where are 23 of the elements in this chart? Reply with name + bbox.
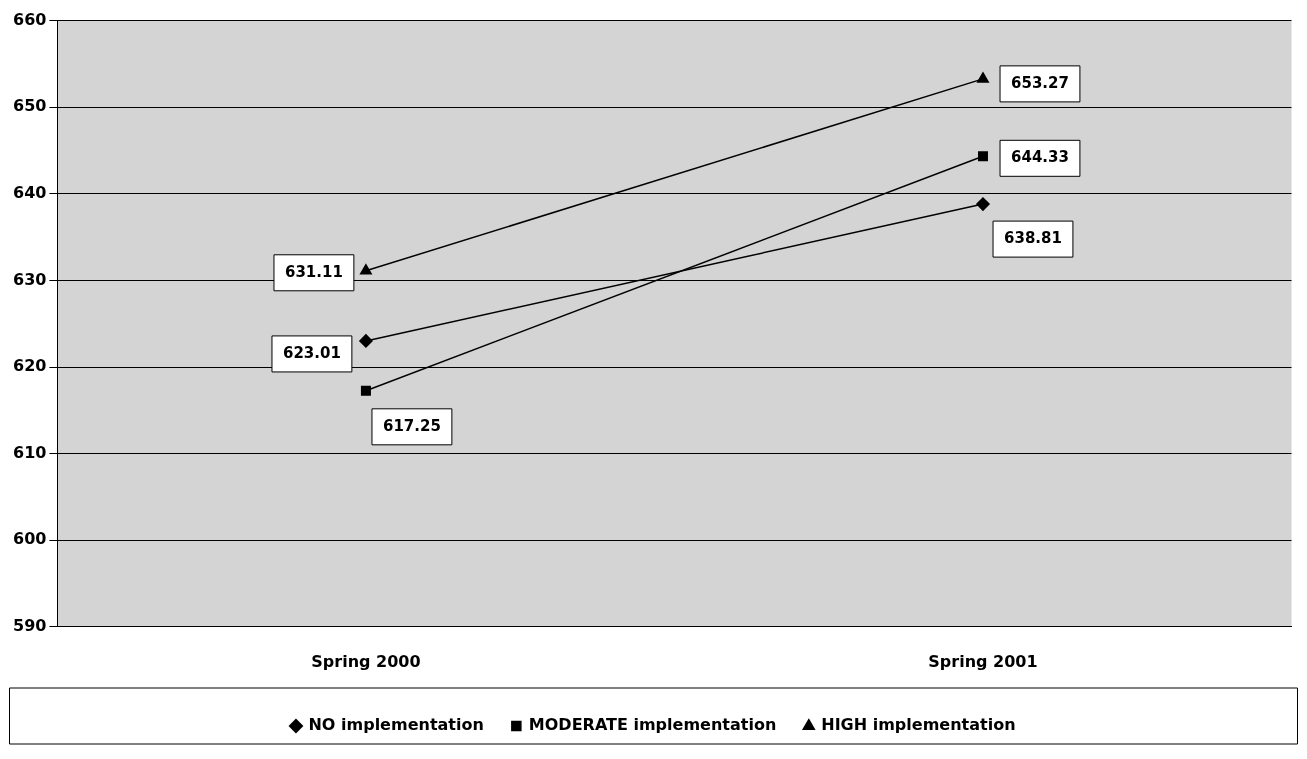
y-tick-label: 630 (12, 269, 47, 289)
y-tick-label: 620 (12, 356, 47, 376)
y-tick-label: 640 (12, 182, 47, 202)
y-tick-label: 590 (12, 615, 47, 635)
data-label: 631.11 (284, 262, 343, 281)
point (359, 334, 373, 348)
point (360, 385, 371, 396)
legend-label: NO implementation (308, 715, 484, 735)
y-tick-label: 660 (12, 9, 47, 29)
data-label: 653.27 (1011, 73, 1069, 92)
data-label: 623.01 (282, 343, 341, 362)
point (976, 197, 990, 211)
x-tick-label: Spring 2000 (311, 651, 421, 671)
point (977, 151, 988, 162)
data-label: 638.81 (1004, 229, 1062, 247)
data-label: 617.25 (382, 416, 441, 435)
y-tick-label: 650 (12, 96, 47, 116)
y-tick-label: 610 (12, 442, 47, 462)
legend-label: HIGH implementation (821, 715, 1016, 735)
legend-label: MODERATE implementation (528, 715, 777, 735)
y-tick-label: 600 (12, 529, 47, 549)
x-tick-label: Spring 2001 (928, 651, 1038, 671)
data-label: 644.33 (1011, 148, 1069, 167)
